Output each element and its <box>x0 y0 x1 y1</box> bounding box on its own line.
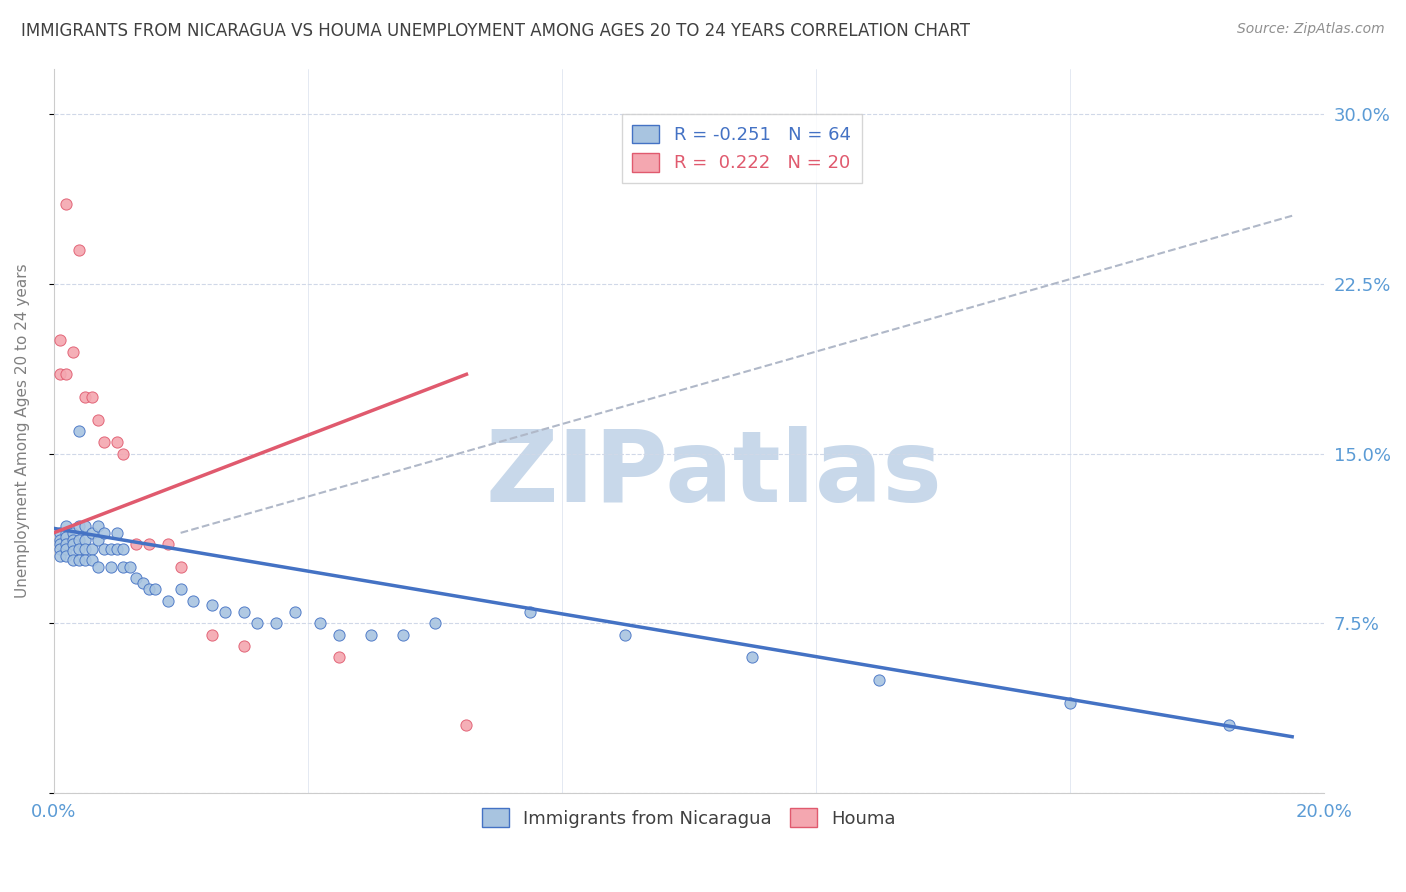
Point <box>87 533 110 547</box>
Point <box>67 541 90 556</box>
Point <box>55 530 77 544</box>
Point <box>741 650 763 665</box>
Point <box>284 605 307 619</box>
Point <box>62 553 84 567</box>
Point <box>392 628 415 642</box>
Point <box>55 368 77 382</box>
Point <box>214 605 236 619</box>
Point <box>156 537 179 551</box>
Point <box>49 537 72 551</box>
Point <box>233 639 256 653</box>
Point <box>67 424 90 438</box>
Point <box>138 582 160 597</box>
Point <box>360 628 382 642</box>
Point <box>100 559 122 574</box>
Point <box>183 594 205 608</box>
Point <box>67 553 90 567</box>
Point <box>75 541 97 556</box>
Point <box>49 549 72 563</box>
Point <box>67 519 90 533</box>
Point <box>264 616 287 631</box>
Point <box>49 368 72 382</box>
Point <box>233 605 256 619</box>
Point <box>125 571 148 585</box>
Point <box>55 549 77 563</box>
Point <box>131 575 153 590</box>
Point <box>75 390 97 404</box>
Point <box>80 541 103 556</box>
Point <box>67 533 90 547</box>
Point <box>87 519 110 533</box>
Point <box>105 541 128 556</box>
Point <box>614 628 637 642</box>
Point <box>201 599 224 613</box>
Point <box>93 525 115 540</box>
Point <box>62 525 84 540</box>
Point <box>80 390 103 404</box>
Point <box>55 197 77 211</box>
Point <box>309 616 332 631</box>
Point <box>328 628 350 642</box>
Point <box>156 594 179 608</box>
Text: Source: ZipAtlas.com: Source: ZipAtlas.com <box>1237 22 1385 37</box>
Point <box>49 533 72 547</box>
Point <box>55 525 77 540</box>
Point <box>112 559 135 574</box>
Point <box>55 537 77 551</box>
Point <box>456 718 478 732</box>
Point <box>246 616 269 631</box>
Point <box>62 344 84 359</box>
Point <box>75 519 97 533</box>
Point <box>75 533 97 547</box>
Point <box>80 553 103 567</box>
Point <box>62 533 84 547</box>
Point <box>328 650 350 665</box>
Point <box>112 447 135 461</box>
Point <box>80 525 103 540</box>
Point <box>62 537 84 551</box>
Point <box>423 616 446 631</box>
Point <box>143 582 166 597</box>
Point <box>49 525 72 540</box>
Point <box>55 519 77 533</box>
Point <box>169 559 191 574</box>
Point <box>1059 696 1081 710</box>
Y-axis label: Unemployment Among Ages 20 to 24 years: Unemployment Among Ages 20 to 24 years <box>15 264 30 599</box>
Point <box>1218 718 1240 732</box>
Point <box>138 537 160 551</box>
Point <box>87 412 110 426</box>
Point <box>49 334 72 348</box>
Point <box>87 559 110 574</box>
Point <box>519 605 541 619</box>
Point <box>125 537 148 551</box>
Point <box>105 525 128 540</box>
Point <box>75 553 97 567</box>
Point <box>67 243 90 257</box>
Point <box>118 559 141 574</box>
Point <box>93 541 115 556</box>
Point <box>49 541 72 556</box>
Text: IMMIGRANTS FROM NICARAGUA VS HOUMA UNEMPLOYMENT AMONG AGES 20 TO 24 YEARS CORREL: IMMIGRANTS FROM NICARAGUA VS HOUMA UNEMP… <box>21 22 970 40</box>
Point <box>100 541 122 556</box>
Point <box>55 541 77 556</box>
Point <box>868 673 890 687</box>
Point <box>169 582 191 597</box>
Point <box>201 628 224 642</box>
Point <box>62 544 84 558</box>
Point <box>112 541 135 556</box>
Point <box>93 435 115 450</box>
Text: ZIPatlas: ZIPatlas <box>485 425 942 523</box>
Legend: Immigrants from Nicaragua, Houma: Immigrants from Nicaragua, Houma <box>474 801 903 835</box>
Point <box>105 435 128 450</box>
